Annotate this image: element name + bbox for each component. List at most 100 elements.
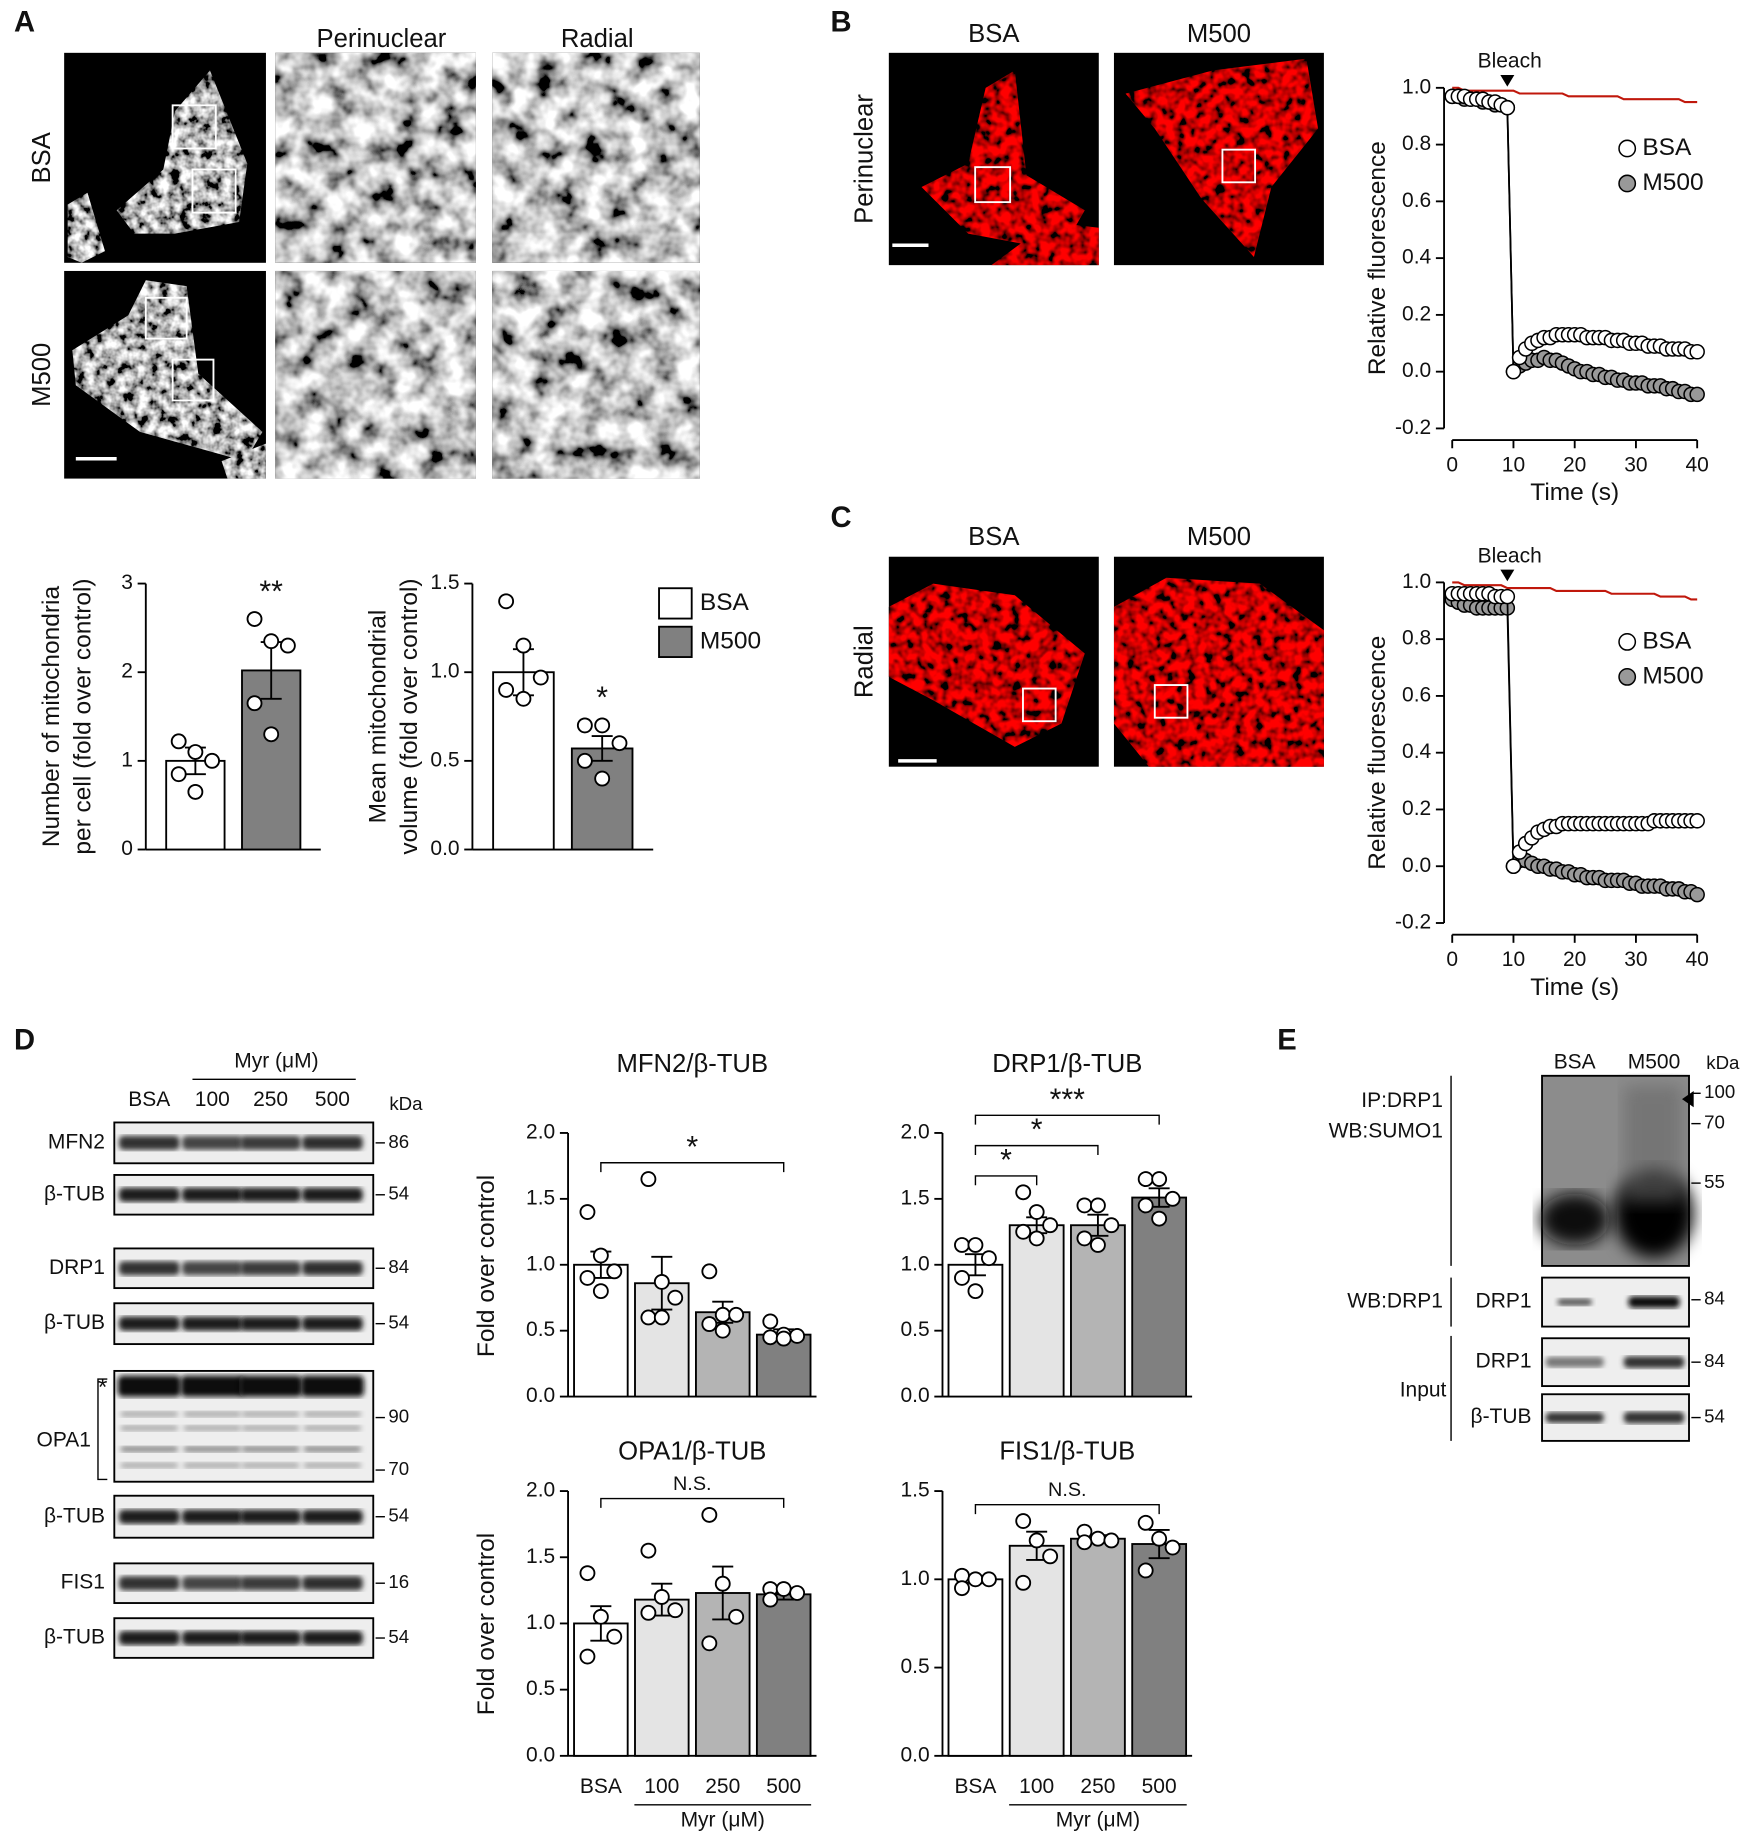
- legend-label: BSA: [700, 589, 750, 616]
- y-tick-label: 1: [121, 748, 133, 771]
- y-axis-label: Fold over control: [473, 1175, 500, 1357]
- blot-band: [118, 1135, 180, 1150]
- micrograph-signal: [492, 270, 700, 479]
- x-tick-label: 10: [1502, 948, 1525, 971]
- legend-label: BSA: [1642, 627, 1692, 654]
- blot-band: [303, 1462, 362, 1469]
- data-point: [762, 1329, 779, 1346]
- blot-band: [240, 1316, 301, 1331]
- x-axis-label: Myr (μM): [1056, 1809, 1140, 1832]
- data-point: [701, 1263, 718, 1280]
- blot-band: [181, 1576, 243, 1591]
- significance: *: [1000, 1144, 1012, 1177]
- y-axis-label: Fold over control: [473, 1533, 500, 1715]
- roi-box: [144, 296, 188, 340]
- blot-band: [303, 1425, 362, 1431]
- bar: [947, 1578, 1004, 1757]
- data-point: [1076, 1534, 1093, 1551]
- data-point: [579, 1565, 596, 1582]
- column-header: BSA: [968, 20, 1020, 48]
- roi-box: [1221, 148, 1257, 184]
- blot-band: [120, 1446, 179, 1452]
- data-point: [606, 1628, 623, 1645]
- data-point: [714, 1306, 731, 1323]
- row-label: Radial: [850, 625, 878, 698]
- x-tick-label: BSA: [954, 1775, 996, 1798]
- y-tick-label: 0.2: [1402, 302, 1431, 325]
- chart-title: MFN2/β-TUB: [616, 1050, 768, 1078]
- x-axis-label: Myr (μM): [681, 1809, 765, 1832]
- blot-band: [302, 1576, 363, 1591]
- data-point: [714, 1322, 731, 1339]
- annotation: Bleach: [1478, 50, 1542, 73]
- blot-label: FIS1: [61, 1571, 105, 1594]
- blot-band: [118, 1316, 180, 1331]
- y-tick-label: 0.2: [1402, 797, 1431, 820]
- blot-band: [181, 1261, 243, 1276]
- y-tick-label: 0.6: [1402, 683, 1431, 706]
- blot-band: [240, 1509, 301, 1524]
- micrograph-signal: [991, 221, 1099, 266]
- blot-bracket: [97, 1378, 108, 1481]
- kda-label: 54: [388, 1312, 409, 1333]
- x-tick-label: 100: [1019, 1775, 1054, 1798]
- y-axis-label: volume (fold over control): [396, 578, 423, 854]
- blot-band: [302, 1187, 363, 1202]
- roi-box: [171, 104, 217, 150]
- data-point: [967, 1571, 984, 1588]
- blot-label: MFN2: [48, 1130, 105, 1153]
- kda-label: 84: [1704, 1288, 1725, 1309]
- data-point: [653, 1589, 670, 1605]
- panel-label: E: [1277, 1025, 1296, 1057]
- blot-smear: [1539, 1193, 1610, 1245]
- data-point: [1089, 1237, 1106, 1253]
- data-point: [279, 637, 296, 654]
- data-point: [1042, 1548, 1059, 1565]
- significance-bracket: [600, 1162, 785, 1173]
- data-point: [1151, 1171, 1168, 1188]
- chart-title: OPA1/β-TUB: [618, 1437, 766, 1465]
- significance: N.S.: [1048, 1479, 1087, 1501]
- x-tick-label: 0: [1446, 453, 1458, 476]
- bar: [573, 1622, 629, 1757]
- legend-label: M500: [700, 627, 761, 654]
- data-point: [789, 1328, 806, 1344]
- x-tick-label: 0: [1446, 948, 1458, 971]
- data-point: [775, 1581, 792, 1597]
- y-tick-label: 1.0: [1402, 570, 1431, 593]
- data-point: [1689, 886, 1705, 903]
- kda-label: 84: [1704, 1350, 1725, 1371]
- data-point: [579, 1204, 596, 1220]
- bar: [1131, 1543, 1188, 1757]
- blot-band: [1545, 1356, 1604, 1368]
- x-tick-label: 30: [1624, 453, 1647, 476]
- blot-label: β-TUB: [44, 1311, 105, 1334]
- lane-label: 250: [253, 1088, 288, 1111]
- micrograph-signal: [492, 52, 700, 263]
- lane-label: M500: [1628, 1051, 1680, 1074]
- significance-bracket: [600, 1497, 785, 1508]
- data-point: [653, 1309, 670, 1326]
- bar: [755, 1593, 812, 1757]
- significance: ***: [1050, 1083, 1086, 1116]
- data-point: [789, 1585, 806, 1601]
- data-point: [1028, 1230, 1045, 1247]
- blot-label: DRP1: [1476, 1350, 1532, 1373]
- data-point: [1499, 99, 1516, 116]
- row-label: BSA: [28, 131, 56, 183]
- blot-band: [183, 1446, 242, 1452]
- data-point: [640, 1309, 657, 1326]
- y-tick-label: 0.0: [900, 1384, 929, 1407]
- roi-box: [974, 166, 1012, 204]
- data-point: [515, 637, 532, 654]
- y-tick-label: 0.8: [1402, 132, 1431, 155]
- roi-box: [1022, 687, 1057, 723]
- blot-band: [181, 1509, 243, 1524]
- micrograph-signal: [72, 280, 263, 462]
- bar: [1008, 1224, 1065, 1398]
- blot-band: [118, 1261, 180, 1276]
- annotation: Bleach: [1478, 544, 1542, 567]
- blot-band: [180, 1375, 244, 1397]
- y-tick-label: 1.5: [900, 1479, 929, 1502]
